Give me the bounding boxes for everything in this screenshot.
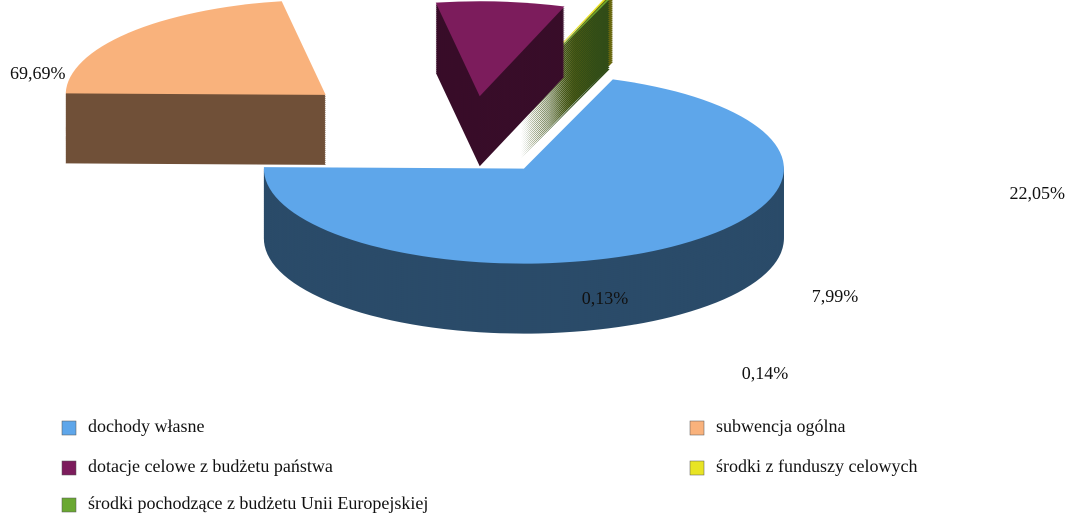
slice-side xyxy=(520,60,610,151)
slice-side xyxy=(520,66,610,157)
slice-side xyxy=(520,40,610,131)
slice-side xyxy=(520,56,610,147)
legend-label: subwencja ogólna xyxy=(716,416,845,436)
slice-side xyxy=(520,36,610,127)
slice-side xyxy=(520,62,610,153)
slice-side xyxy=(520,68,610,159)
legend-swatch xyxy=(689,460,705,476)
slice-side xyxy=(520,58,610,149)
data-label: 0,14% xyxy=(742,363,789,383)
slice-side xyxy=(520,38,610,129)
slice-side xyxy=(520,54,610,145)
slice-side xyxy=(520,52,610,143)
pie-slice xyxy=(435,1,565,167)
legend-swatch xyxy=(61,460,77,476)
legend-label: środki z funduszy celowych xyxy=(716,456,917,476)
pie-slice xyxy=(65,1,326,165)
slice-top xyxy=(65,1,326,95)
slice-side xyxy=(520,64,610,155)
legend-swatch xyxy=(61,420,77,436)
data-label: 0,13% xyxy=(582,288,629,308)
slice-side xyxy=(520,42,610,133)
legend-swatch xyxy=(689,420,705,436)
slice-top xyxy=(435,1,565,97)
legend-label: środki pochodzące z budżetu Unii Europej… xyxy=(88,493,428,513)
slice-side xyxy=(520,44,610,135)
data-label: 69,69% xyxy=(10,63,66,83)
pie-slice xyxy=(263,79,784,334)
slice-top xyxy=(520,0,609,89)
pie-slice xyxy=(520,0,610,159)
data-label: 22,05% xyxy=(1010,183,1066,203)
legend-label: dochody własne xyxy=(88,416,204,436)
slice-side xyxy=(520,34,610,125)
slice-side xyxy=(520,32,610,123)
slice-side xyxy=(520,50,610,141)
slice-top xyxy=(263,79,784,264)
slice-side xyxy=(520,46,610,137)
legend-label: dotacje celowe z budżetu państwa xyxy=(88,456,333,476)
data-label: 7,99% xyxy=(812,286,859,306)
legend-swatch xyxy=(61,497,77,513)
slice-side xyxy=(520,48,610,139)
